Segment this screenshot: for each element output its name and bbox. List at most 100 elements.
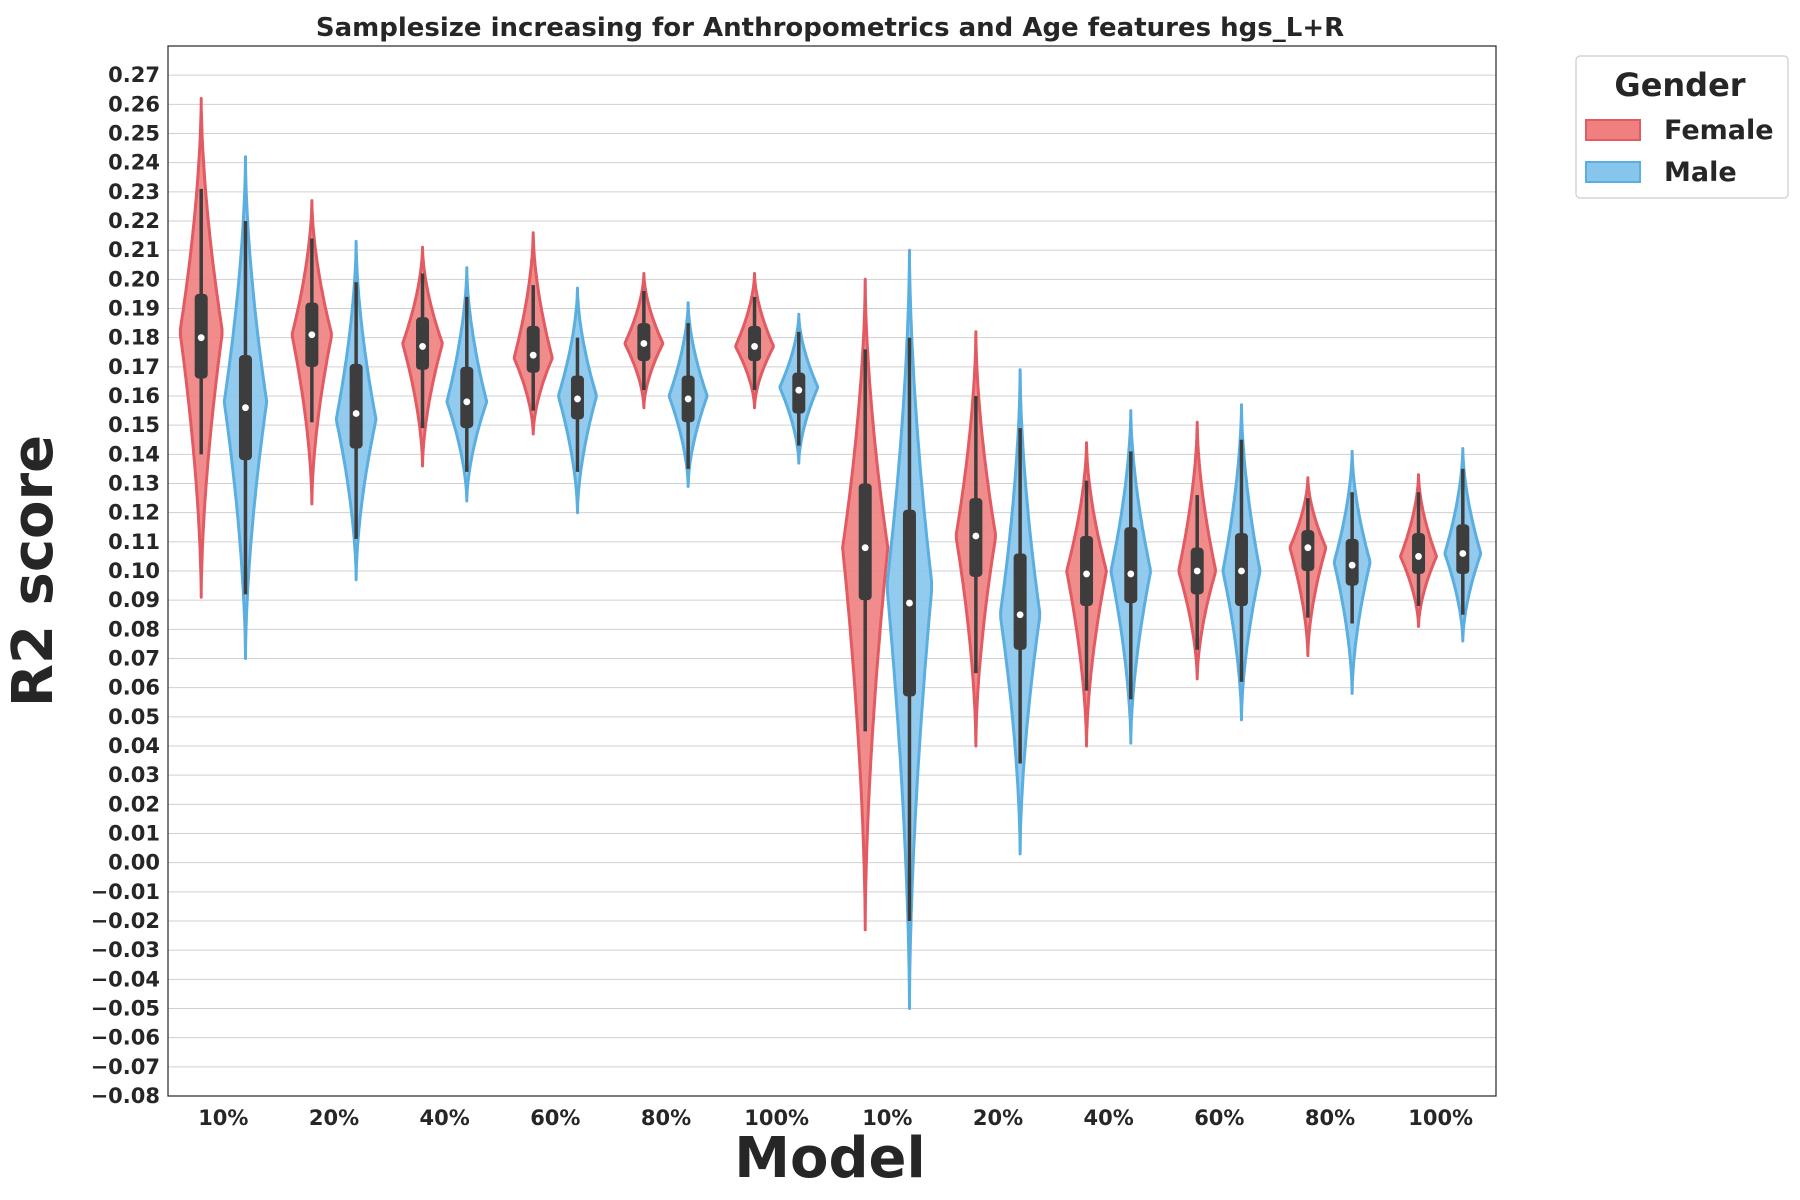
y-tick-label: 0.04: [108, 734, 160, 758]
x-tick-label: 10%: [198, 1106, 248, 1130]
y-tick-label: −0.02: [91, 909, 160, 933]
violin-female: [401, 245, 444, 468]
violin-median: [529, 351, 537, 359]
violin-male: [334, 239, 378, 582]
x-tick-label: 80%: [641, 1106, 691, 1130]
y-tick-label: 0.20: [108, 267, 160, 291]
violin-male: [778, 312, 820, 465]
violin-male: [222, 155, 269, 660]
violin-male: [999, 368, 1042, 856]
legend-swatch-male: [1585, 161, 1641, 183]
x-tick-label: 100%: [744, 1106, 809, 1130]
y-tick-label: 0.05: [108, 705, 160, 729]
y-tick-label: 0.14: [108, 442, 160, 466]
violin-female: [841, 277, 890, 932]
plot-frame: [167, 45, 1497, 1097]
x-tick-label: 20%: [309, 1106, 359, 1130]
violin-median: [795, 386, 803, 394]
violin-median: [1127, 570, 1135, 578]
y-tick-label: 0.22: [108, 209, 160, 233]
violin-female: [178, 97, 224, 599]
violin-male: [885, 248, 934, 1010]
violin-median: [197, 334, 205, 342]
y-tick-label: 0.02: [108, 792, 160, 816]
y-tick-label: −0.05: [91, 997, 160, 1021]
violin-iqr-box: [526, 326, 540, 373]
violin-female: [623, 272, 665, 410]
violin-median: [1083, 570, 1090, 578]
violin-female: [512, 231, 554, 436]
y-tick-label: 0.17: [108, 355, 160, 379]
violin-male: [557, 286, 598, 515]
violin-iqr-box: [349, 363, 363, 449]
legend-title: Gender: [1614, 66, 1745, 104]
violin-female: [1177, 420, 1217, 681]
y-tick-label: 0.26: [108, 92, 160, 116]
grid-lines: [168, 74, 1496, 1097]
legend-label-male: Male: [1664, 157, 1737, 188]
violin-median: [1016, 611, 1024, 619]
violin-median: [751, 343, 758, 350]
chart-title: Samplesize increasing for Anthropometric…: [316, 13, 1344, 43]
violin-median: [861, 544, 869, 552]
y-tick-label: 0.07: [108, 647, 160, 671]
y-tick-label: 0.09: [108, 588, 160, 612]
violin-median: [419, 343, 426, 350]
y-tick-label: 0.15: [108, 413, 160, 437]
x-tick-label: 60%: [1194, 1106, 1244, 1130]
violin-male: [667, 301, 709, 488]
violin-iqr-box: [858, 483, 872, 601]
y-tick-label: 0.10: [108, 559, 160, 583]
y-tick-label: 0.03: [108, 763, 160, 787]
violin-iqr-box: [1124, 527, 1138, 604]
y-tick-label: 0.24: [108, 151, 160, 175]
y-tick-label: 0.21: [108, 238, 160, 262]
y-tick-label: 0.25: [108, 122, 160, 146]
x-axis-ticks: 10% 20% 40% 60% 80% 100% 10% 20% 40% 60% 80% 100%: [198, 1106, 1473, 1130]
violin-iqr-box: [1456, 524, 1470, 574]
violin-female: [1288, 476, 1328, 658]
x-tick-label: 40%: [1084, 1106, 1134, 1130]
y-tick-label: 0.12: [108, 501, 160, 525]
violin-median: [463, 398, 471, 406]
y-tick-label: −0.07: [91, 1055, 160, 1079]
violin-female: [734, 272, 775, 410]
y-tick-label: 0.27: [108, 63, 160, 87]
y-axis-label: R2 score: [1, 435, 66, 707]
violin-iqr-box: [460, 366, 474, 429]
legend-swatch-female: [1585, 119, 1641, 141]
violin-median: [1459, 550, 1467, 557]
y-tick-label: −0.04: [91, 967, 160, 991]
y-tick-label: 0.19: [108, 297, 160, 321]
x-tick-label: 100%: [1408, 1106, 1473, 1130]
legend: Gender Female Male: [1575, 55, 1789, 199]
x-axis-label: Model: [734, 1126, 925, 1191]
y-tick-label: 0.08: [108, 617, 160, 641]
violin-median: [1238, 567, 1245, 575]
x-tick-label: 80%: [1305, 1106, 1355, 1130]
violin-median: [308, 331, 316, 339]
y-tick-label: 0.11: [108, 530, 160, 554]
violin-median: [684, 395, 692, 403]
violin-female: [954, 330, 997, 748]
x-tick-label: 10%: [862, 1106, 912, 1130]
y-tick-label: −0.03: [91, 938, 160, 962]
violin-iqr-box: [1013, 553, 1027, 650]
violin-median: [574, 395, 581, 403]
y-tick-label: −0.08: [91, 1084, 160, 1108]
violin-median: [352, 410, 360, 417]
y-axis-ticks: −0.08 −0.07 −0.06 −0.05 −0.04 −0.03 −0.02 −0.01…: [91, 63, 160, 1108]
violin-female: [1065, 441, 1108, 748]
y-tick-label: 0.06: [108, 676, 160, 700]
violin-median: [972, 532, 980, 540]
x-tick-label: 40%: [420, 1106, 470, 1130]
x-tick-label: 20%: [973, 1106, 1023, 1130]
violin-female: [290, 199, 333, 506]
y-tick-label: −0.01: [91, 880, 160, 904]
violin-median: [1193, 567, 1201, 575]
violin-female: [1399, 473, 1438, 628]
x-tick-label: 60%: [530, 1106, 580, 1130]
y-tick-label: 0.18: [108, 326, 160, 350]
y-tick-label: 0.13: [108, 472, 160, 496]
